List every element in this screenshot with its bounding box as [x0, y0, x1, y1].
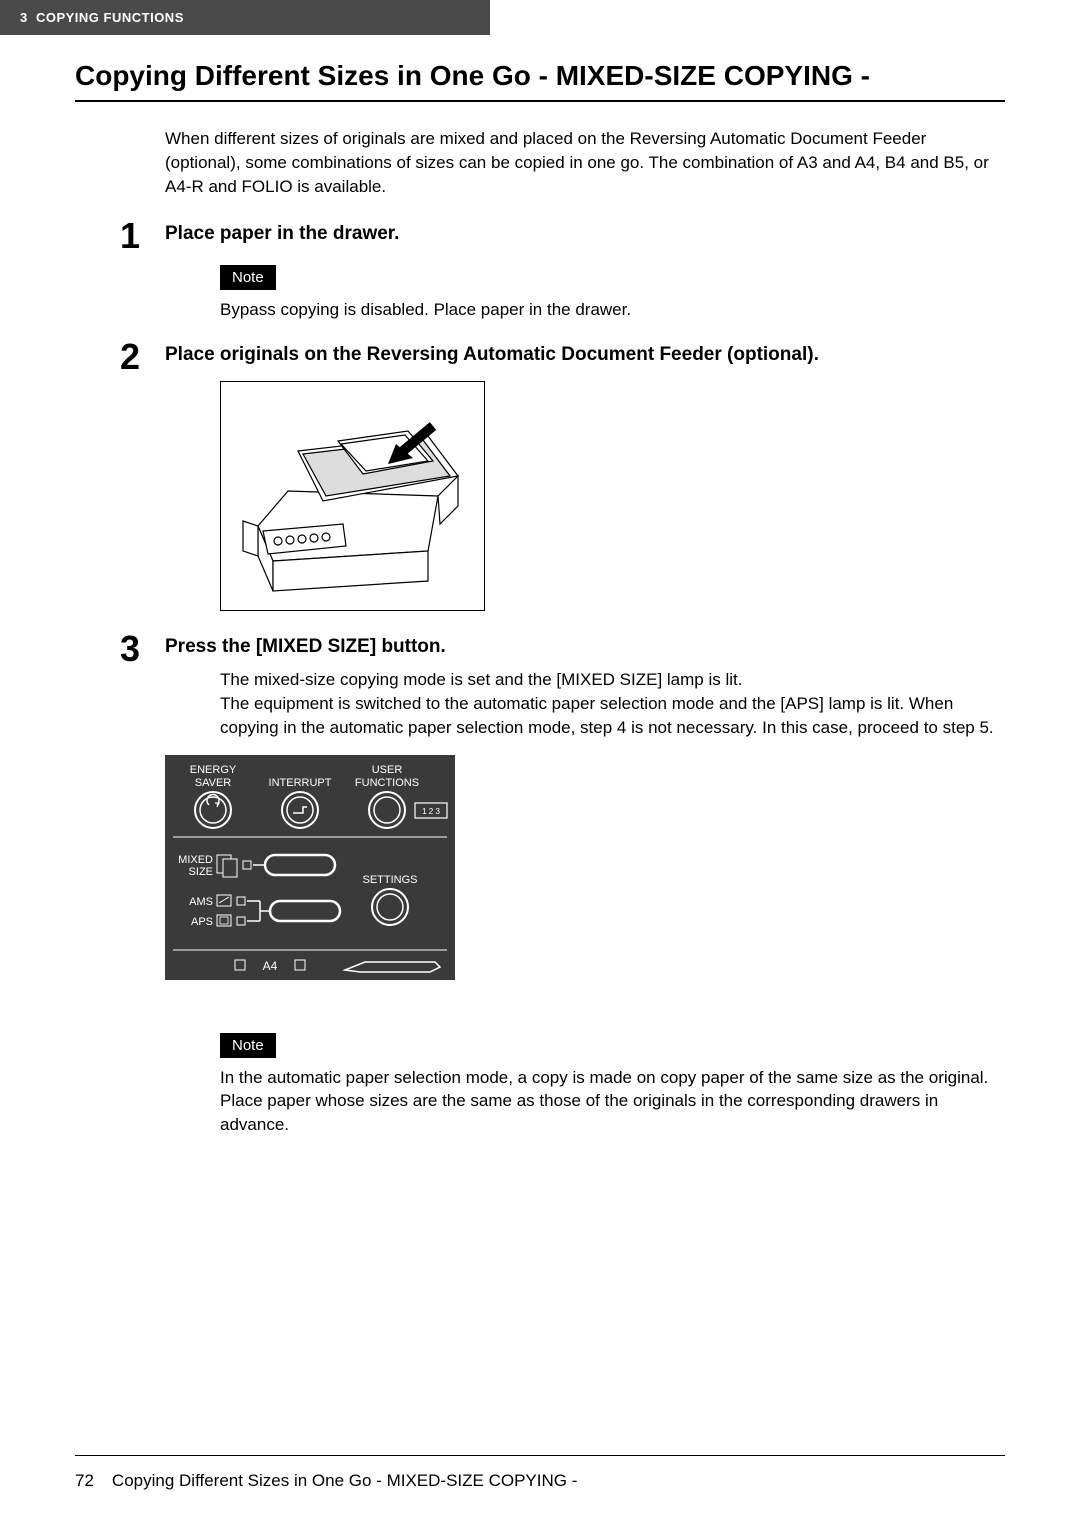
title-rule — [75, 100, 1005, 102]
chapter-number: 3 — [20, 10, 28, 25]
step-1: 1 Place paper in the drawer. Note Bypass… — [165, 223, 1005, 322]
footer-title: Copying Different Sizes in One Go - MIXE… — [112, 1471, 577, 1490]
svg-text:INTERRUPT: INTERRUPT — [269, 777, 332, 789]
page-footer: 72 Copying Different Sizes in One Go - MI… — [75, 1471, 577, 1491]
page-title: Copying Different Sizes in One Go - MIXE… — [75, 60, 1005, 92]
step-heading: Press the [MIXED SIZE] button. — [165, 636, 1005, 658]
svg-text:A4: A4 — [263, 959, 278, 973]
step-heading: Place paper in the drawer. — [165, 223, 1005, 245]
svg-text:ENERGY: ENERGY — [190, 764, 237, 776]
printer-illustration — [220, 381, 485, 611]
svg-text:USER: USER — [372, 764, 403, 776]
svg-text:MIXED: MIXED — [178, 854, 213, 866]
chapter-header: 3 COPYING FUNCTIONS — [0, 0, 490, 35]
step-heading: Place originals on the Reversing Automat… — [165, 344, 1005, 366]
intro-text: When different sizes of originals are mi… — [165, 127, 1005, 198]
step-number: 2 — [120, 336, 140, 378]
note-badge: Note — [220, 1033, 276, 1058]
svg-text:1 2 3: 1 2 3 — [422, 807, 440, 816]
svg-text:SETTINGS: SETTINGS — [362, 874, 417, 886]
svg-text:SIZE: SIZE — [189, 866, 213, 878]
svg-text:AMS: AMS — [189, 896, 213, 908]
note-badge: Note — [220, 265, 276, 290]
chapter-title: COPYING FUNCTIONS — [36, 10, 184, 25]
panel-svg: ENERGY SAVER INTERRUPT USER FUNCTIONS 1 … — [165, 755, 455, 980]
step-body: The mixed-size copying mode is set and t… — [220, 668, 1005, 739]
step-3: 3 Press the [MIXED SIZE] button. The mix… — [165, 636, 1005, 1137]
note-text: In the automatic paper selection mode, a… — [220, 1066, 1005, 1137]
step-number: 3 — [120, 628, 140, 670]
footer-rule — [75, 1455, 1005, 1456]
svg-text:SAVER: SAVER — [195, 777, 232, 789]
svg-text:APS: APS — [191, 916, 213, 928]
page-number: 72 — [75, 1471, 94, 1490]
step-number: 1 — [120, 215, 140, 257]
step-2: 2 Place originals on the Reversing Autom… — [165, 344, 1005, 611]
printer-svg — [228, 396, 478, 596]
svg-text:FUNCTIONS: FUNCTIONS — [355, 777, 419, 789]
control-panel-illustration: ENERGY SAVER INTERRUPT USER FUNCTIONS 1 … — [165, 755, 455, 980]
note-text: Bypass copying is disabled. Place paper … — [220, 298, 1005, 322]
